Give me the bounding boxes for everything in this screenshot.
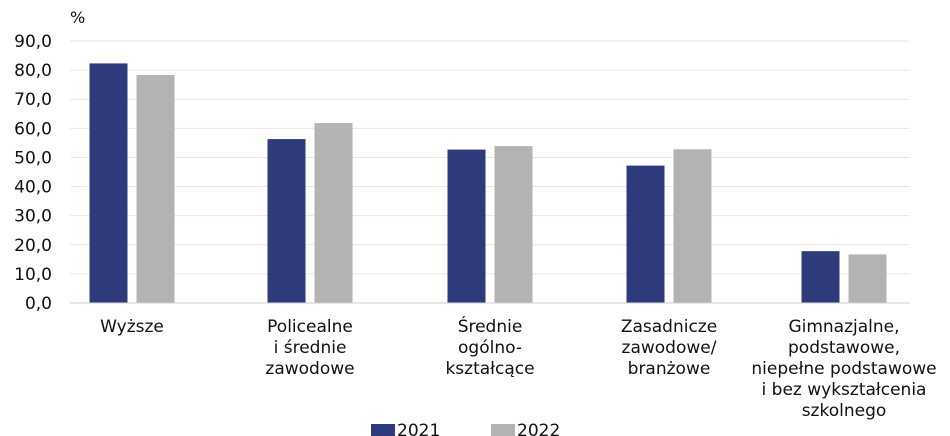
y-tick-label: 0,0 [25,294,52,314]
y-tick-label: 90,0 [14,32,52,52]
category-label: branżowe [628,359,711,379]
category-label: Wyższe [100,317,164,337]
legend-swatch-2022 [491,424,515,436]
bar-2022-4 [848,254,887,303]
category-label: ogólno- [458,338,522,358]
category-label: Średnie [458,315,523,337]
category-label: Gimnazjalne, [788,317,899,337]
category-label: zawodowe [265,359,354,379]
category-label: niepełne podstawowe [751,359,936,379]
y-tick-label: 10,0 [14,265,52,285]
category-label: i bez wykształcenia [762,380,927,400]
category-label: kształcące [445,359,534,379]
gridlines [70,40,910,275]
y-tick-label: 30,0 [14,207,52,227]
category-label: Zasadnicze [621,317,717,337]
bar-2022-1 [314,123,353,304]
category-label: szkolnego [802,401,887,421]
category-label: i średnie [274,338,347,358]
bar-2021-3 [626,165,665,303]
category-label: podstawowe, [788,338,900,358]
legend: 2021 2022 [371,421,560,436]
bar-2021-1 [267,139,306,303]
y-axis-ticks: 0,0 10,0 20,0 30,0 40,0 50,0 60,0 70,0 80,0 90,0 [14,32,52,314]
bar-2022-2 [494,146,533,303]
legend-label-2022: 2022 [517,421,560,436]
category-label: Policealne [267,317,353,337]
bar-2022-0 [136,75,175,303]
bars [89,63,887,304]
bar-2021-4 [801,251,840,303]
y-unit-label: % [70,8,85,27]
bar-2022-3 [673,149,712,303]
y-tick-label: 40,0 [14,178,52,198]
y-tick-label: 50,0 [14,148,52,168]
legend-label-2021: 2021 [397,421,440,436]
category-label: zawodowe/ [622,338,717,358]
y-tick-label: 20,0 [14,236,52,256]
legend-swatch-2021 [371,424,395,436]
y-tick-label: 70,0 [14,90,52,110]
y-tick-label: 60,0 [14,119,52,139]
bar-2021-2 [447,149,486,303]
y-tick-label: 80,0 [14,61,52,81]
bar-2021-0 [89,63,128,303]
